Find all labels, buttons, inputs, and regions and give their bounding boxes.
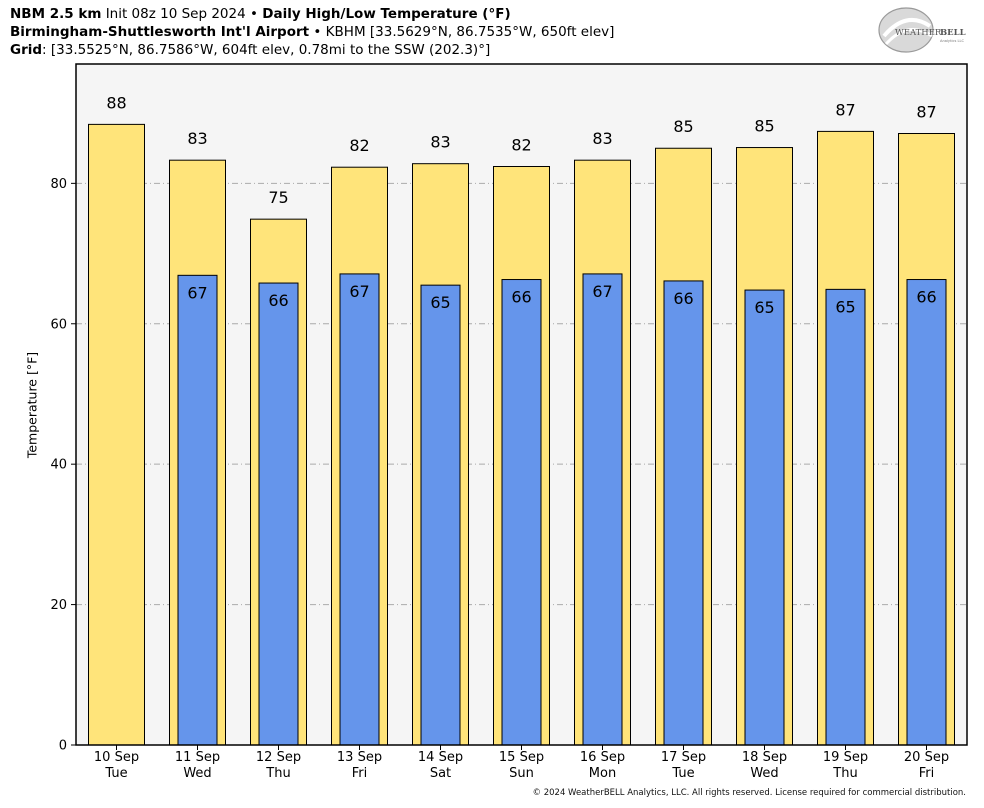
- high-temp-label: 85: [673, 117, 693, 136]
- y-tick-label: 0: [59, 739, 67, 754]
- high-temp-label: 87: [916, 103, 936, 122]
- station-name: Birmingham-Shuttlesworth Int'l Airport: [10, 24, 310, 40]
- low-temp-bar: [177, 274, 218, 746]
- weatherbell-logo: WEATHER BELL Analytics LLC: [878, 7, 966, 53]
- x-tick-label-date: 11 Sep: [175, 750, 220, 765]
- high-temp-label: 83: [187, 129, 207, 148]
- x-tick-label-date: 13 Sep: [337, 750, 382, 765]
- logo-text-accent: BELL: [940, 28, 966, 38]
- low-temp-label: 66: [916, 288, 936, 307]
- x-tick-label-day: Fri: [352, 766, 368, 781]
- low-temp-label: 66: [268, 291, 288, 310]
- x-tick-label-day: Mon: [589, 766, 616, 781]
- data-labels: 88 83 67 75 66 82 67 83 65 82 66 83 67 85 66 85 65 87 65 87…: [106, 93, 936, 317]
- y-tick-label: 80: [50, 177, 67, 192]
- grid-details: : [33.5525°N, 86.7586°W, 604ft elev, 0.7…: [42, 42, 491, 58]
- high-temp-label: 83: [430, 133, 450, 152]
- low-temp-label: 66: [511, 288, 531, 307]
- x-tick-label-day: Sat: [430, 766, 451, 781]
- low-temp-bar: [339, 273, 380, 746]
- x-tick-label-date: 17 Sep: [661, 750, 706, 765]
- low-temp-bar: [582, 273, 623, 746]
- x-tick-label-date: 20 Sep: [904, 750, 949, 765]
- x-tick-label-date: 15 Sep: [499, 750, 544, 765]
- low-temp-bar: [663, 280, 704, 746]
- low-temp-bar: [420, 284, 461, 746]
- low-temp-label: 67: [349, 282, 369, 301]
- grid-label: Grid: [10, 42, 43, 58]
- product-name: Daily High/Low Temperature (°F): [262, 6, 511, 22]
- x-tick-label-date: 12 Sep: [256, 750, 301, 765]
- x-tick-label-day: Thu: [832, 766, 857, 781]
- high-temp-label: 75: [268, 188, 288, 207]
- low-temp-label: 67: [187, 283, 207, 302]
- x-tick-label-date: 14 Sep: [418, 750, 463, 765]
- high-temp-label: 82: [349, 136, 369, 155]
- x-tick-label-day: Fri: [919, 766, 935, 781]
- low-temp-bar: [501, 279, 542, 746]
- x-tick-label-date: 16 Sep: [580, 750, 625, 765]
- low-temp-bar: [744, 289, 785, 746]
- logo-text-main: WEATHER: [895, 28, 942, 38]
- low-temp-bar: [258, 282, 299, 746]
- high-temp-bar: [88, 123, 145, 746]
- high-temp-label: 83: [592, 129, 612, 148]
- x-tick-label-day: Sun: [509, 766, 534, 781]
- high-temp-label: 82: [511, 136, 531, 155]
- y-tick-label: 60: [50, 317, 67, 332]
- low-temp-label: 65: [835, 297, 855, 316]
- header-line-1: NBM 2.5 km Init 08z 10 Sep 2024 • Daily …: [10, 5, 511, 23]
- x-tick-label-day: Tue: [671, 766, 694, 781]
- low-temp-label: 65: [430, 293, 450, 312]
- x-tick-label-day: Tue: [104, 766, 127, 781]
- header-line-3: Grid: [33.5525°N, 86.7586°W, 604ft elev,…: [10, 41, 490, 59]
- high-temp-label: 88: [106, 93, 126, 112]
- x-tick-label-day: Wed: [750, 766, 778, 781]
- low-temp-bar: [906, 279, 947, 746]
- low-temp-label: 66: [673, 289, 693, 308]
- low-temp-label: 67: [592, 282, 612, 301]
- copyright-notice: © 2024 WeatherBELL Analytics, LLC. All r…: [532, 788, 966, 798]
- logo-text-sub: Analytics LLC: [940, 39, 964, 43]
- model-name: NBM 2.5 km: [10, 6, 102, 22]
- x-tick-label-day: Thu: [265, 766, 290, 781]
- station-details: KBHM [33.5629°N, 86.7535°W, 650ft elev]: [325, 24, 615, 40]
- x-tick-label-date: 18 Sep: [742, 750, 787, 765]
- x-tick-label-date: 19 Sep: [823, 750, 868, 765]
- x-tick-label-date: 10 Sep: [94, 750, 139, 765]
- plot-frame: [75, 63, 968, 746]
- high-temp-label: 85: [754, 117, 774, 136]
- separator: •: [249, 6, 258, 22]
- bars: [88, 123, 955, 746]
- high-temp-label: 87: [835, 100, 855, 119]
- y-axis-label: Temperature [°F]: [24, 351, 40, 459]
- header-line-2: Birmingham-Shuttlesworth Int'l Airport •…: [10, 23, 614, 41]
- separator: •: [313, 24, 322, 40]
- y-tick-label: 20: [50, 598, 67, 613]
- low-temp-bar: [825, 288, 866, 746]
- y-tick-label: 40: [50, 458, 67, 473]
- x-tick-label-day: Wed: [183, 766, 211, 781]
- init-time: Init 08z 10 Sep 2024: [105, 6, 246, 22]
- low-temp-label: 65: [754, 298, 774, 317]
